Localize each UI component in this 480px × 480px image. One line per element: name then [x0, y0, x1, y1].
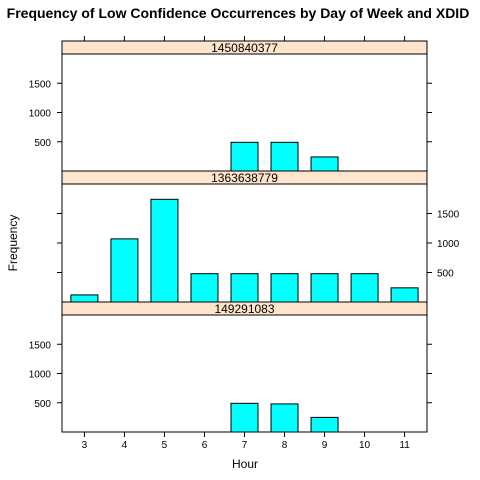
bar-9	[310, 273, 339, 303]
panel-2: 149291083 500 1000 1500 3 4 5 6 7 8 9 10 11	[29, 301, 432, 451]
x-tick-label: 5	[162, 440, 168, 451]
x-tick-label: 8	[282, 440, 288, 451]
y-tick-label: 1000	[437, 239, 460, 250]
bar-10	[350, 273, 379, 303]
bar-4	[110, 238, 139, 303]
y-tick-label: 1000	[29, 109, 52, 120]
panel-strip-label: 1363638779	[211, 171, 278, 185]
x-tick-label: 4	[122, 440, 128, 451]
x-tick-label: 3	[82, 440, 88, 451]
bar-8	[270, 141, 299, 172]
x-axis-label: Hour	[232, 457, 258, 471]
y-tick-label: 1500	[29, 340, 52, 351]
bar-11	[390, 287, 419, 303]
bar-9	[310, 416, 339, 433]
chart-title: Frequency of Low Confidence Occurrences …	[7, 5, 470, 21]
x-tick-label: 11	[399, 440, 410, 451]
x-tick-label: 6	[202, 440, 208, 451]
bar-8	[270, 403, 299, 433]
y-tick-label: 500	[34, 399, 51, 410]
x-tick-label: 10	[359, 440, 371, 451]
y-tick-label: 1500	[437, 210, 460, 221]
panel-0: 1450840377 500 1000 1500	[29, 36, 432, 172]
bar-7	[230, 141, 259, 172]
panel-strip-label: 1450840377	[211, 41, 278, 55]
bar-6	[190, 273, 219, 303]
y-tick-label: 1000	[29, 370, 52, 381]
y-tick-label: 500	[437, 269, 454, 280]
y-tick-label: 500	[34, 138, 51, 149]
x-tick-label: 9	[322, 440, 328, 451]
bar-7	[230, 273, 259, 303]
panel-strip-label: 149291083	[214, 302, 274, 316]
bar-8	[270, 273, 299, 303]
x-tick-label: 7	[242, 440, 248, 451]
panels-layer: 1450840377 500 1000 1500 1363638779 500 1000 15…	[29, 36, 460, 451]
bar-3	[70, 294, 99, 303]
bar-9	[310, 156, 339, 172]
panel-1: 1363638779 500 1000 1500	[57, 170, 460, 303]
bar-7	[230, 402, 259, 433]
y-tick-label: 1500	[29, 79, 52, 90]
bar-5	[150, 198, 179, 303]
y-axis-label: Frequency	[6, 215, 20, 272]
